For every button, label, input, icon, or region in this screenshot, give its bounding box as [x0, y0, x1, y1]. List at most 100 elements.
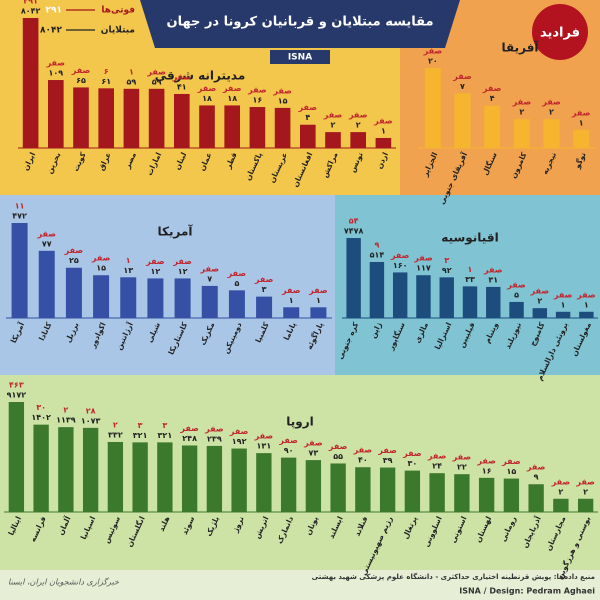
bar [8, 402, 25, 512]
case-label: ۱۰۹ [48, 69, 63, 78]
case-label: ۱۰۷۳ [81, 416, 101, 425]
case-label: ۱۶ [253, 96, 263, 105]
case-label: ۱۹۲ [232, 437, 247, 446]
death-label: ۱ [468, 265, 473, 274]
watermark: خبرگزاری دانشجویان ایران، ایسنا [8, 577, 119, 587]
case-label: ۹۰ [284, 446, 294, 455]
agency-badge [270, 50, 330, 64]
bar [509, 301, 524, 318]
death-label: صفر [71, 66, 91, 75]
bar [416, 275, 431, 318]
bar [305, 460, 322, 512]
case-label: ۱ [289, 296, 294, 305]
case-label: ۲ [558, 487, 563, 496]
case-label: ۳۳۲ [108, 430, 123, 439]
bar [231, 448, 247, 512]
death-label: صفر [254, 275, 274, 284]
legend-sample: ۸۰۴۲ [40, 26, 62, 36]
death-label: ۱ [129, 67, 134, 76]
bar [503, 478, 520, 512]
death-label: صفر [91, 254, 111, 263]
logo-circle [532, 4, 588, 60]
case-label: ۱۳ [123, 266, 133, 275]
bar [555, 311, 571, 318]
case-label: ۱۱۳۹ [56, 416, 76, 425]
death-label: صفر [377, 446, 397, 455]
bar [325, 132, 341, 148]
case-label: ۵۵ [333, 452, 343, 461]
bar [392, 272, 408, 318]
case-label: ۱۲ [178, 267, 188, 276]
death-label: صفر [452, 72, 472, 81]
death-label: صفر [423, 47, 443, 56]
case-label: ۷۳ [308, 449, 318, 458]
death-label: صفر [37, 229, 57, 238]
death-label: صفر [222, 84, 242, 93]
death-label: صفر [427, 452, 447, 461]
death-label: صفر [413, 254, 433, 263]
bar [404, 470, 421, 512]
death-label: ۲۹۱ [23, 0, 38, 6]
panel-title: آمریکا [158, 224, 194, 239]
death-label: صفر [328, 442, 348, 451]
death-label: صفر [229, 427, 249, 436]
case-label: ۳۲۱ [133, 431, 148, 440]
bar [73, 87, 89, 148]
bar [199, 105, 215, 148]
case-label: ۱۵ [96, 264, 106, 273]
case-label: ۳۱ [488, 275, 498, 284]
death-label: صفر [272, 86, 292, 95]
case-label: ۳۳ [465, 275, 475, 284]
case-label: ۲۳۹ [207, 434, 222, 443]
case-label: ۱۸ [227, 94, 237, 103]
source: منبع داده‌ها: پویش قرنطینه اختیاری حداکث… [312, 572, 595, 581]
footer-band [0, 570, 600, 600]
death-label: صفر [571, 108, 591, 117]
case-label: ۶۵ [76, 76, 86, 85]
case-label: ۱۴۰۲ [31, 413, 51, 422]
panel-europe [0, 375, 600, 570]
death-label: ۲ [113, 420, 118, 429]
death-label: صفر [303, 439, 323, 448]
bar [350, 132, 367, 148]
death-label: ۱ [126, 256, 131, 265]
bar [274, 107, 291, 148]
bar [82, 427, 99, 512]
legend-sample: ۲۹۱ [46, 6, 62, 16]
death-label: صفر [308, 286, 328, 295]
death-label: صفر [172, 257, 192, 266]
bar [58, 427, 74, 512]
bar [280, 457, 297, 512]
bar [157, 442, 173, 512]
bar [454, 93, 471, 148]
panel-title: مدیترانه شرقی [155, 69, 246, 83]
bar [454, 474, 470, 512]
case-label: ۱ [316, 296, 321, 305]
case-label: ۱ [584, 300, 589, 309]
case-label: ۵ [234, 279, 239, 288]
case-label: ۳۹ [383, 456, 393, 465]
bar [224, 105, 241, 148]
agency: ISNA [288, 53, 312, 63]
bar [173, 93, 190, 148]
death-label: صفر [512, 98, 532, 107]
case-label: ۹ [534, 473, 539, 482]
bar [65, 267, 82, 318]
death-label: صفر [323, 111, 343, 120]
bar [424, 68, 441, 148]
death-label: ۶ [104, 67, 109, 76]
case-label: ۵۱۴ [370, 250, 385, 259]
death-label: صفر [145, 257, 165, 266]
bar [206, 445, 223, 512]
case-label: ۴۷۲ [12, 212, 27, 221]
case-label: ۵۹ [152, 77, 162, 86]
bar [123, 88, 140, 148]
bar [132, 442, 148, 512]
death-label: صفر [254, 432, 274, 441]
bar [201, 285, 218, 318]
case-label: ۲ [583, 487, 588, 496]
death-label: ۳ [162, 421, 167, 430]
case-label: ۷۴۷۸ [344, 227, 364, 236]
death-label: صفر [553, 290, 573, 299]
